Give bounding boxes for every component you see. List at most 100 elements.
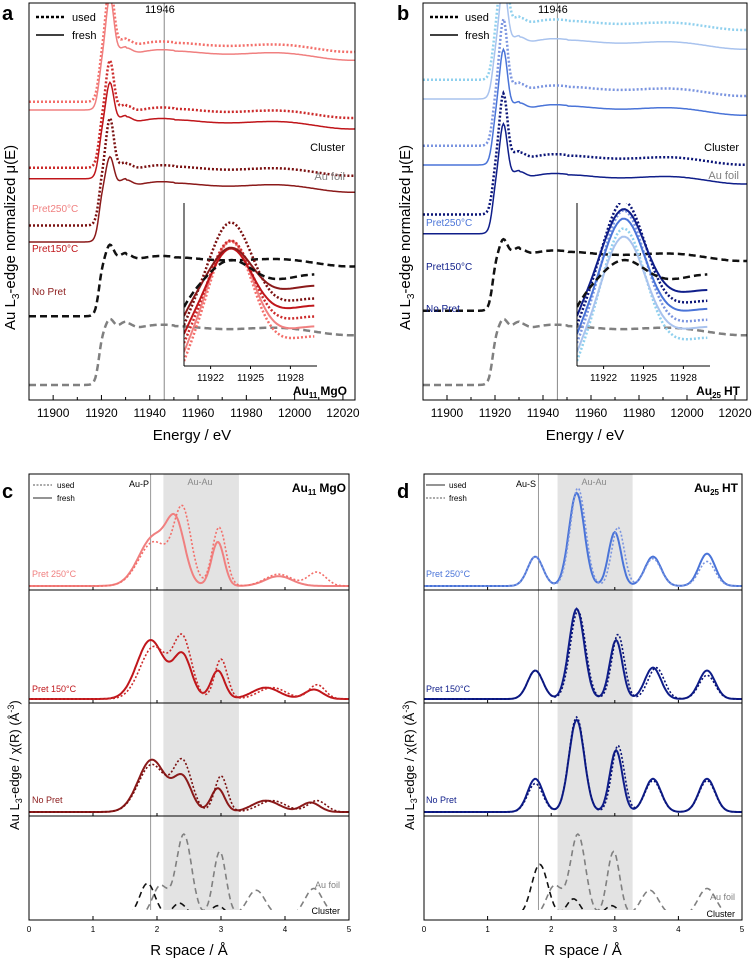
row-dividers bbox=[424, 589, 742, 817]
series-line bbox=[29, 57, 355, 170]
x-tick-label: 11940 bbox=[133, 406, 166, 420]
title-sub: 11 bbox=[309, 391, 318, 400]
x-tick-label: 4 bbox=[283, 925, 288, 934]
inset-lines bbox=[184, 221, 315, 362]
x-axis: 0 1 2 3 4 5 bbox=[27, 587, 352, 934]
label-pret150: Pret150°C bbox=[426, 262, 472, 273]
y-label-sub: 3 bbox=[11, 293, 22, 299]
series-line bbox=[29, 757, 349, 813]
panel-title: Au11 MgO bbox=[292, 481, 346, 497]
label-cluster: Cluster bbox=[310, 142, 345, 154]
y-label-sup: -3 bbox=[6, 705, 16, 713]
panel-letter: d bbox=[397, 481, 409, 503]
series-line bbox=[29, 243, 355, 318]
shade-label: Au-Au bbox=[187, 477, 212, 487]
inset-x-tick-label: 11925 bbox=[630, 373, 658, 384]
legend-fresh-label: fresh bbox=[57, 494, 75, 503]
title-support: HT bbox=[722, 481, 739, 495]
row-label-pret150: Pret 150°C bbox=[426, 684, 471, 694]
panel-title: Au11 MgO bbox=[293, 384, 347, 400]
label-au-foil: Au foil bbox=[708, 170, 739, 182]
panel-b: b used fresh 11946 Pret250°C Pret150°C N… bbox=[397, 2, 752, 444]
y-axis-label-bottom-left: Au L3-edge / χ(R) (Å-3) bbox=[6, 700, 24, 830]
panel-title: Au25 HT bbox=[696, 384, 741, 400]
y-label-pre: Au L bbox=[7, 803, 22, 830]
series-line bbox=[29, 80, 355, 180]
x-tick-label: 11920 bbox=[85, 406, 118, 420]
label-au-foil: Au foil bbox=[315, 880, 340, 890]
label-cluster: Cluster bbox=[311, 906, 340, 916]
bond-label: Au-P bbox=[129, 479, 149, 489]
series-line bbox=[423, 47, 747, 166]
x-tick-label: 3 bbox=[613, 925, 618, 934]
title-sub: 11 bbox=[308, 488, 317, 497]
row-dividers bbox=[29, 589, 349, 817]
offset-labels: Pret250°C Pret150°C No Pret Cluster Au f… bbox=[32, 142, 345, 298]
y-label-sub: 3 bbox=[14, 798, 24, 803]
y-label-pre: Au L bbox=[397, 299, 414, 330]
series-line bbox=[423, 15, 747, 148]
series-line bbox=[423, 237, 747, 313]
inset: 11922 11925 11928 bbox=[576, 203, 710, 384]
title-sub: 25 bbox=[710, 488, 719, 497]
series-line bbox=[423, 121, 747, 235]
legend: used fresh bbox=[33, 481, 75, 503]
legend-fresh-label: fresh bbox=[465, 30, 489, 42]
inset-x-tick-label: 11922 bbox=[590, 373, 618, 384]
panel-letter: c bbox=[2, 481, 13, 503]
title-main: Au bbox=[292, 481, 308, 495]
x-tick-label: 3 bbox=[219, 925, 224, 934]
series-line bbox=[29, 115, 355, 227]
x-tick-label: 12000 bbox=[670, 406, 704, 420]
inset-series-line bbox=[184, 258, 315, 308]
label-au-foil: Au foil bbox=[710, 892, 735, 902]
inset-series-line bbox=[184, 240, 315, 362]
label-pret250: Pret250°C bbox=[32, 204, 78, 215]
reference-line-label: 11946 bbox=[538, 4, 568, 16]
row-label-nopret: No Pret bbox=[32, 795, 63, 805]
x-tick-label: 11920 bbox=[479, 406, 512, 420]
title-main: Au bbox=[694, 481, 710, 495]
x-tick-label: 11980 bbox=[230, 406, 263, 420]
x-tick-label: 11900 bbox=[431, 406, 464, 420]
offset-labels: Pret250°C Pret150°C No Pret Cluster Au f… bbox=[426, 142, 739, 315]
inset-x-tick-label: 11928 bbox=[670, 373, 698, 384]
x-tick-label: 11900 bbox=[37, 406, 70, 420]
x-axis-label: R space / Å bbox=[544, 942, 622, 959]
x-tick-label: 5 bbox=[347, 925, 352, 934]
bond-label: Au-S bbox=[516, 479, 536, 489]
series-line bbox=[424, 715, 742, 813]
series-line bbox=[29, 155, 355, 243]
inset-series-line bbox=[184, 221, 315, 326]
au-au-shade bbox=[163, 474, 239, 910]
series-line bbox=[29, 3, 355, 111]
y-label-pre: Au L bbox=[402, 803, 417, 830]
series-line bbox=[29, 633, 349, 700]
panel-letter: a bbox=[2, 3, 14, 25]
label-nopret: No Pret bbox=[32, 287, 66, 298]
panel-title: Au25 HT bbox=[694, 481, 739, 497]
label-cluster: Cluster bbox=[706, 909, 735, 919]
inset-series-line bbox=[577, 258, 708, 308]
x-tick-label: 11980 bbox=[623, 406, 656, 420]
legend-used-label: used bbox=[465, 12, 489, 24]
series-line bbox=[29, 504, 349, 587]
series-line bbox=[424, 609, 742, 700]
inset-series-line bbox=[184, 246, 315, 317]
legend-fresh-label: fresh bbox=[72, 30, 96, 42]
y-label-post: ) bbox=[402, 700, 417, 704]
x-tick-label: 0 bbox=[422, 925, 427, 934]
label-cluster: Cluster bbox=[704, 142, 739, 154]
series-line bbox=[29, 3, 355, 104]
y-label-post: ) bbox=[7, 700, 22, 704]
inset-series-line bbox=[184, 239, 315, 353]
row-label-pret150: Pret 150°C bbox=[32, 684, 77, 694]
x-tick-label: 12000 bbox=[278, 406, 312, 420]
series-line bbox=[424, 486, 742, 587]
inset-x-tick-label: 11925 bbox=[237, 373, 265, 384]
label-pret250: Pret250°C bbox=[426, 218, 472, 229]
inset-series-line bbox=[184, 247, 315, 335]
plot-lines bbox=[29, 474, 349, 910]
legend-used-label: used bbox=[449, 481, 466, 490]
y-label-sub: 3 bbox=[409, 798, 419, 803]
